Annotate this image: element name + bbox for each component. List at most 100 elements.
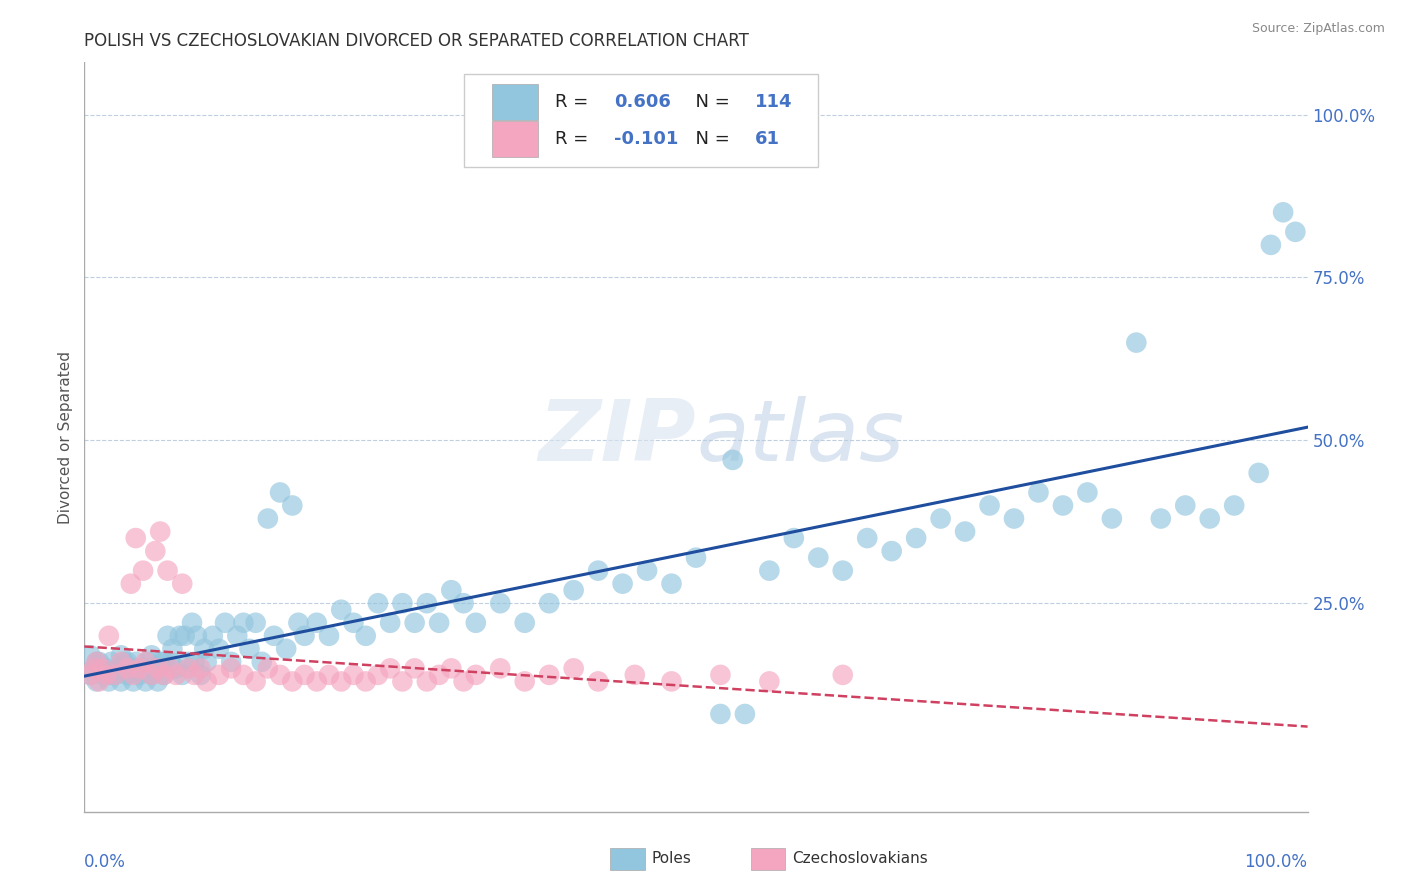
Point (125, 531, 148, 545)
Point (783, 531, 806, 545)
Point (354, 629, 377, 643)
Point (91, 668, 114, 682)
Point (232, 615, 254, 630)
Point (1002, 511, 1025, 525)
Point (404, 615, 426, 630)
Point (86, 655, 108, 669)
Point (513, 615, 536, 630)
Point (97, 629, 120, 643)
Point (636, 564, 658, 578)
Point (905, 531, 928, 545)
Text: 0.0%: 0.0% (84, 853, 127, 871)
Point (661, 576, 683, 591)
Point (208, 641, 231, 656)
Point (831, 668, 853, 682)
Point (1052, 499, 1074, 513)
Point (159, 661, 181, 675)
Point (758, 564, 780, 578)
Point (107, 661, 129, 675)
FancyBboxPatch shape (464, 74, 818, 168)
Point (165, 668, 187, 682)
Point (87, 674, 110, 689)
Point (1076, 485, 1098, 500)
Point (177, 661, 200, 675)
Point (1223, 499, 1246, 513)
Point (122, 661, 145, 675)
Point (305, 615, 328, 630)
FancyBboxPatch shape (610, 847, 644, 871)
Point (464, 668, 486, 682)
Point (318, 668, 340, 682)
Point (110, 648, 132, 663)
Point (538, 668, 561, 682)
Point (250, 655, 273, 669)
Point (1174, 499, 1197, 513)
Point (149, 524, 172, 539)
Text: Source: ZipAtlas.com: Source: ZipAtlas.com (1251, 22, 1385, 36)
Point (219, 655, 242, 669)
Point (245, 615, 267, 630)
Point (305, 674, 328, 689)
Point (294, 668, 316, 682)
Point (709, 668, 731, 682)
Point (440, 661, 463, 675)
Point (464, 615, 486, 630)
Point (190, 668, 212, 682)
Point (169, 629, 191, 643)
Text: 100.0%: 100.0% (1244, 853, 1308, 871)
Point (86, 655, 108, 669)
Point (269, 485, 291, 500)
Point (143, 544, 166, 558)
Point (181, 615, 204, 630)
Point (141, 668, 163, 682)
Text: R =: R = (555, 130, 595, 148)
Point (91, 661, 114, 675)
Point (391, 674, 413, 689)
Point (276, 641, 298, 656)
Point (856, 531, 879, 545)
Point (427, 615, 450, 630)
FancyBboxPatch shape (492, 84, 538, 120)
Point (453, 596, 475, 610)
Point (149, 655, 172, 669)
Point (135, 674, 157, 689)
Point (104, 668, 127, 682)
Point (132, 564, 155, 578)
Point (416, 596, 439, 610)
Point (929, 511, 952, 525)
Point (193, 641, 215, 656)
Point (831, 564, 853, 578)
Point (208, 668, 231, 682)
Point (489, 661, 512, 675)
Point (120, 661, 142, 675)
Text: POLISH VS CZECHOSLOVAKIAN DIVORCED OR SEPARATED CORRELATION CHART: POLISH VS CZECHOSLOVAKIAN DIVORCED OR SE… (84, 32, 749, 50)
Point (120, 576, 142, 591)
Point (367, 668, 389, 682)
Point (146, 674, 169, 689)
Point (183, 668, 205, 682)
Point (104, 668, 127, 682)
Point (112, 655, 135, 669)
Point (1125, 335, 1147, 350)
Point (97, 674, 120, 689)
Point (238, 641, 260, 656)
Point (734, 706, 756, 721)
Text: 61: 61 (755, 130, 780, 148)
Point (165, 661, 187, 675)
Point (427, 668, 450, 682)
Point (453, 674, 475, 689)
Point (110, 674, 132, 689)
FancyBboxPatch shape (492, 121, 538, 158)
Point (489, 596, 512, 610)
Point (661, 674, 683, 689)
Point (195, 655, 218, 669)
Point (562, 583, 585, 598)
Point (380, 615, 402, 630)
Text: Poles: Poles (652, 852, 692, 866)
Point (128, 668, 150, 682)
Point (195, 674, 218, 689)
Point (1150, 511, 1173, 525)
Point (186, 629, 208, 643)
Point (83, 661, 105, 675)
Point (122, 668, 145, 682)
